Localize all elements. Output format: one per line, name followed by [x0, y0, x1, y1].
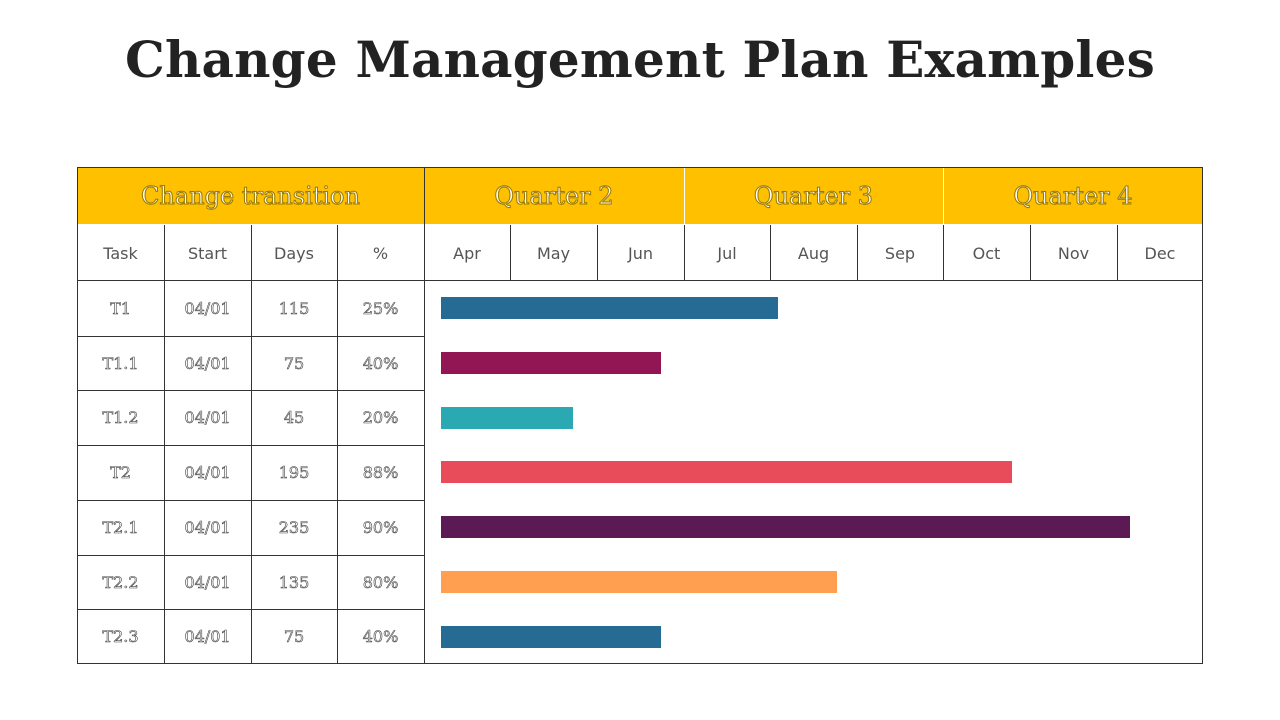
table-border: [77, 167, 1203, 168]
task-cell: T2.3: [102, 626, 139, 646]
start-cell: 04/01: [184, 462, 231, 482]
column-header-days: Days: [274, 243, 314, 263]
month-rule: [1030, 225, 1031, 281]
row-rule: [77, 500, 424, 501]
start-cell: 04/01: [184, 407, 231, 427]
task-cell: T1.2: [102, 407, 139, 427]
month-header-sep: Sep: [884, 243, 916, 263]
row-rule: [77, 555, 424, 556]
row-rule: [77, 609, 424, 610]
month-rule: [597, 225, 598, 281]
month-header-aug: Aug: [797, 243, 830, 263]
page-title: Change Management Plan Examples: [124, 30, 1155, 89]
gantt-bar: [441, 352, 661, 374]
month-rule: [1117, 225, 1118, 281]
percent-cell: 88%: [362, 462, 399, 482]
column-rule: [337, 225, 338, 664]
gantt-bar: [441, 571, 837, 593]
header-divider: [943, 168, 944, 224]
task-cell: T2: [110, 462, 131, 482]
start-cell: 04/01: [184, 626, 231, 646]
days-cell: 75: [283, 353, 305, 373]
header-bottom-rule: [77, 280, 1203, 281]
task-cell: T1: [110, 298, 131, 318]
days-cell: 135: [278, 572, 310, 592]
month-rule: [857, 225, 858, 281]
group-header-change-transition: Change transition: [141, 182, 361, 211]
month-rule: [684, 225, 685, 281]
table-header-band: [77, 168, 1203, 224]
column-header-task: Task: [103, 243, 138, 263]
row-rule: [77, 445, 424, 446]
start-cell: 04/01: [184, 517, 231, 537]
table-border: [1202, 167, 1203, 664]
percent-cell: 80%: [362, 572, 399, 592]
group-header-quarter-2: Quarter 2: [494, 182, 614, 211]
column-header-percent: %: [372, 243, 389, 263]
percent-cell: 90%: [362, 517, 399, 537]
month-header-jul: Jul: [717, 243, 737, 263]
month-header-jun: Jun: [628, 243, 653, 263]
days-cell: 235: [278, 517, 310, 537]
gantt-bar: [441, 516, 1130, 538]
column-header-start: Start: [187, 243, 228, 263]
percent-cell: 40%: [362, 626, 399, 646]
start-cell: 04/01: [184, 353, 231, 373]
month-header-apr: Apr: [453, 243, 481, 263]
table-divider: [424, 167, 425, 664]
column-rule: [164, 225, 165, 664]
days-cell: 115: [278, 298, 310, 318]
percent-cell: 40%: [362, 353, 399, 373]
table-border: [77, 663, 1203, 664]
percent-cell: 20%: [362, 407, 399, 427]
task-cell: T1.1: [102, 353, 139, 373]
gantt-bar: [441, 407, 573, 429]
group-header-quarter-4: Quarter 4: [1013, 182, 1133, 211]
column-rule: [251, 225, 252, 664]
month-header-may: May: [536, 243, 571, 263]
start-cell: 04/01: [184, 572, 231, 592]
group-header-quarter-3: Quarter 3: [753, 182, 874, 211]
gantt-bar: [441, 461, 1012, 483]
month-rule: [510, 225, 511, 281]
start-cell: 04/01: [184, 298, 231, 318]
header-divider: [684, 168, 685, 224]
percent-cell: 25%: [362, 298, 399, 318]
table-border: [77, 167, 78, 664]
row-rule: [77, 336, 424, 337]
days-cell: 45: [283, 407, 305, 427]
days-cell: 75: [283, 626, 305, 646]
month-header-dec: Dec: [1144, 243, 1176, 263]
gantt-bar: [441, 626, 661, 648]
task-cell: T2.1: [102, 517, 139, 537]
month-header-oct: Oct: [972, 243, 1001, 263]
month-rule: [770, 225, 771, 281]
task-cell: T2.2: [102, 572, 139, 592]
month-rule: [943, 225, 944, 281]
month-header-nov: Nov: [1057, 243, 1090, 263]
gantt-bar: [441, 297, 778, 319]
days-cell: 195: [278, 462, 310, 482]
row-rule: [77, 390, 424, 391]
